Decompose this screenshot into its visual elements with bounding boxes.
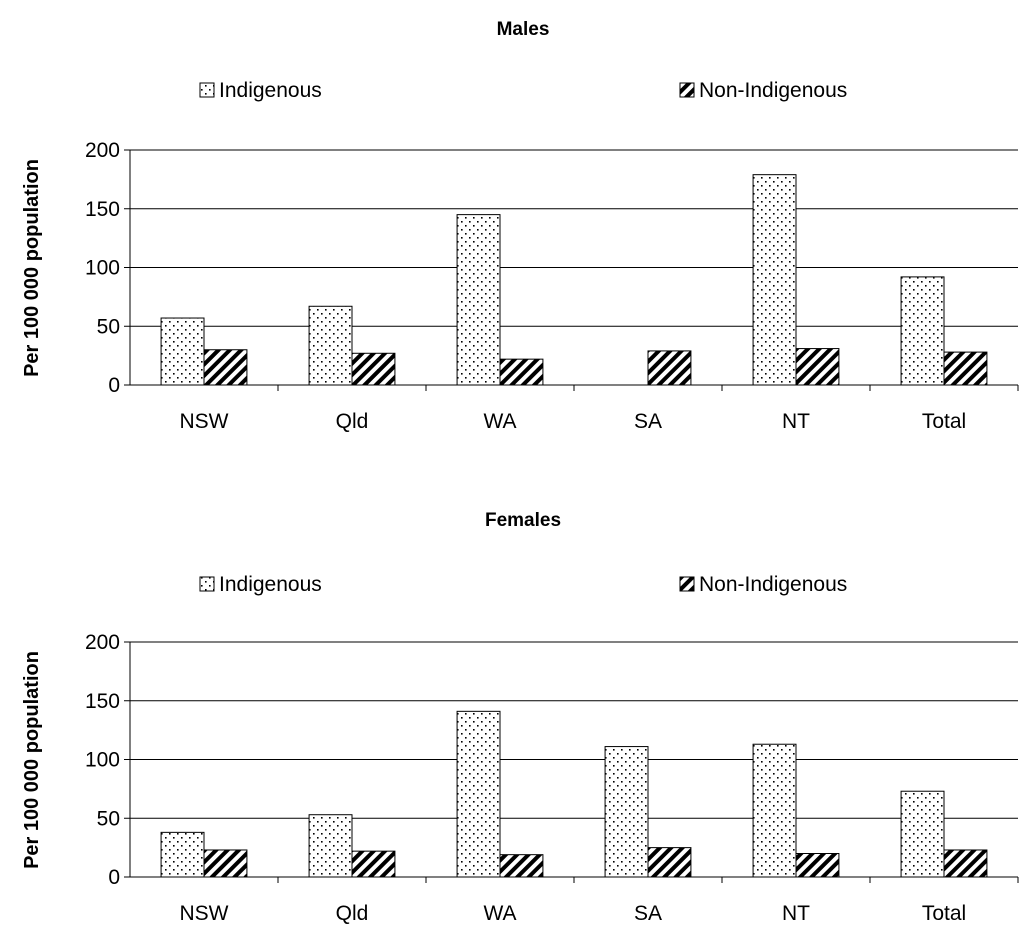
x-tick-label: WA: [483, 902, 516, 925]
x-tick-label: NSW: [180, 902, 229, 925]
y-tick-label: 0: [108, 866, 120, 889]
bar-non-indigenous: [795, 348, 840, 386]
y-tick-label: 200: [85, 139, 120, 162]
legend-swatch: [679, 576, 695, 592]
bar-non-indigenous: [499, 358, 544, 386]
y-tick-label: 50: [97, 807, 120, 830]
y-tick-label: 150: [85, 198, 120, 221]
chart-panel: Males Per 100 000 population Indigenous Non…: [21, 19, 1019, 433]
x-tick-label: Total: [922, 410, 966, 433]
legend-label: Indigenous: [219, 79, 322, 102]
legend-label: Non-Indigenous: [699, 573, 847, 596]
x-tick-label: SA: [634, 410, 662, 433]
bar-non-indigenous: [943, 849, 988, 878]
bar-non-indigenous: [203, 849, 248, 878]
bar-indigenous: [752, 174, 797, 386]
bar-indigenous: [308, 814, 353, 878]
legend-swatch: [199, 576, 215, 592]
x-tick-label: SA: [634, 902, 662, 925]
legend-item: Non-Indigenous: [679, 573, 847, 596]
x-tick-label: NSW: [180, 410, 229, 433]
y-axis-label: Per 100 000 population: [21, 651, 43, 869]
y-tick-label: 100: [85, 257, 120, 280]
bar-non-indigenous: [351, 352, 396, 386]
legend-item: Indigenous: [199, 79, 322, 102]
legend-swatch: [679, 82, 695, 98]
y-tick-label: 150: [85, 690, 120, 713]
y-tick-label: 200: [85, 631, 120, 654]
bar-indigenous: [160, 317, 205, 386]
legend-item: Non-Indigenous: [679, 79, 847, 102]
chart-panel: Females Per 100 000 population Indigenous N…: [21, 510, 1019, 925]
x-tick-label: WA: [483, 410, 516, 433]
bar-non-indigenous: [203, 349, 248, 386]
bar-non-indigenous: [647, 847, 692, 878]
legend-label: Non-Indigenous: [699, 79, 847, 102]
bar-indigenous: [604, 746, 649, 878]
y-tick-label: 0: [108, 374, 120, 397]
chart-title: Males: [497, 19, 550, 40]
x-tick-label: NT: [782, 902, 810, 925]
bar-non-indigenous: [499, 854, 544, 878]
y-axis-label: Per 100 000 population: [21, 159, 43, 377]
legend-item: Indigenous: [199, 573, 322, 596]
bar-indigenous: [900, 276, 945, 386]
y-tick-label: 50: [97, 315, 120, 338]
bar-indigenous: [160, 831, 205, 878]
bar-non-indigenous: [943, 351, 988, 386]
bar-indigenous: [900, 790, 945, 878]
x-tick-label: Qld: [336, 410, 369, 433]
bar-indigenous: [456, 214, 501, 386]
chart-title: Females: [485, 510, 561, 531]
bar-non-indigenous: [795, 853, 840, 878]
x-tick-label: NT: [782, 410, 810, 433]
y-tick-label: 100: [85, 749, 120, 772]
legend-swatch: [199, 82, 215, 98]
bar-non-indigenous: [647, 350, 692, 386]
bar-indigenous: [456, 710, 501, 878]
x-tick-label: Qld: [336, 902, 369, 925]
bar-indigenous: [308, 305, 353, 386]
bar-indigenous: [752, 743, 797, 878]
legend-label: Indigenous: [219, 573, 322, 596]
x-tick-label: Total: [922, 902, 966, 925]
bar-non-indigenous: [351, 850, 396, 878]
